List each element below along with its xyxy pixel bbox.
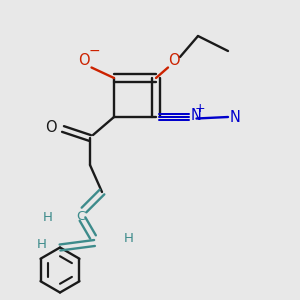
Text: O: O [45, 120, 57, 135]
Text: H: H [43, 211, 53, 224]
Text: H: H [124, 232, 134, 245]
Text: O: O [78, 52, 90, 68]
Text: H: H [37, 238, 46, 251]
Text: C: C [76, 210, 85, 224]
Text: O: O [168, 52, 180, 68]
Text: N: N [190, 108, 201, 123]
Text: +: + [195, 101, 206, 115]
Text: −: − [89, 44, 100, 57]
Text: N: N [230, 110, 240, 124]
